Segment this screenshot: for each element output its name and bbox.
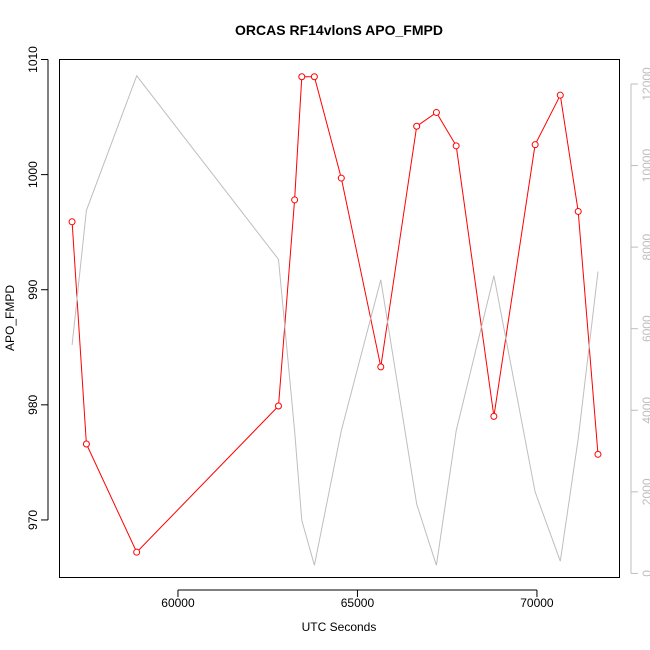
data-point (556, 91, 564, 99)
series-group (68, 73, 602, 566)
data-point (594, 450, 602, 458)
data-point (291, 196, 299, 204)
chart-title: ORCAS RF14vlonS APO_FMPD (235, 22, 443, 38)
y-tick-label: 1010 (26, 46, 40, 73)
y2-tick-label: 12000 (640, 67, 650, 101)
data-point (310, 73, 318, 81)
y2-tick-label: 8000 (640, 233, 650, 260)
data-point (490, 412, 498, 420)
data-point (452, 142, 460, 150)
x-tick-label: 65000 (341, 596, 375, 610)
y2-tick-label: 4000 (640, 397, 650, 424)
plot-frame (59, 59, 620, 578)
y2-tick-label: 2000 (640, 478, 650, 505)
data-point (413, 122, 421, 130)
y-tick-label: 990 (26, 279, 40, 299)
x-tick-label: 70000 (520, 596, 554, 610)
x-axis-label: UTC Seconds (302, 620, 377, 634)
y2-tick-label: 10000 (640, 149, 650, 183)
data-point (68, 218, 76, 226)
y2-tick-label: 6000 (640, 315, 650, 342)
data-point (82, 440, 90, 448)
data-point (377, 363, 385, 371)
data-point (432, 108, 440, 116)
y-tick-label: 970 (26, 510, 40, 530)
data-point (337, 174, 345, 182)
data-point (274, 402, 282, 410)
axes-group: 970 980 990 1000 1010 0 2000 4000 6000 8000 10000 1… (26, 46, 650, 610)
data-point (531, 141, 539, 149)
y-tick-label: 980 (26, 395, 40, 415)
data-point (133, 548, 141, 556)
y-tick-label: 1000 (26, 161, 40, 188)
data-point (298, 73, 306, 81)
data-point (574, 207, 582, 215)
y2-tick-label: 0 (640, 570, 650, 577)
x-tick-label: 60000 (161, 596, 195, 610)
series-line-1 (71, 74, 599, 566)
y-axis-label: APO_FMPD (3, 285, 17, 351)
